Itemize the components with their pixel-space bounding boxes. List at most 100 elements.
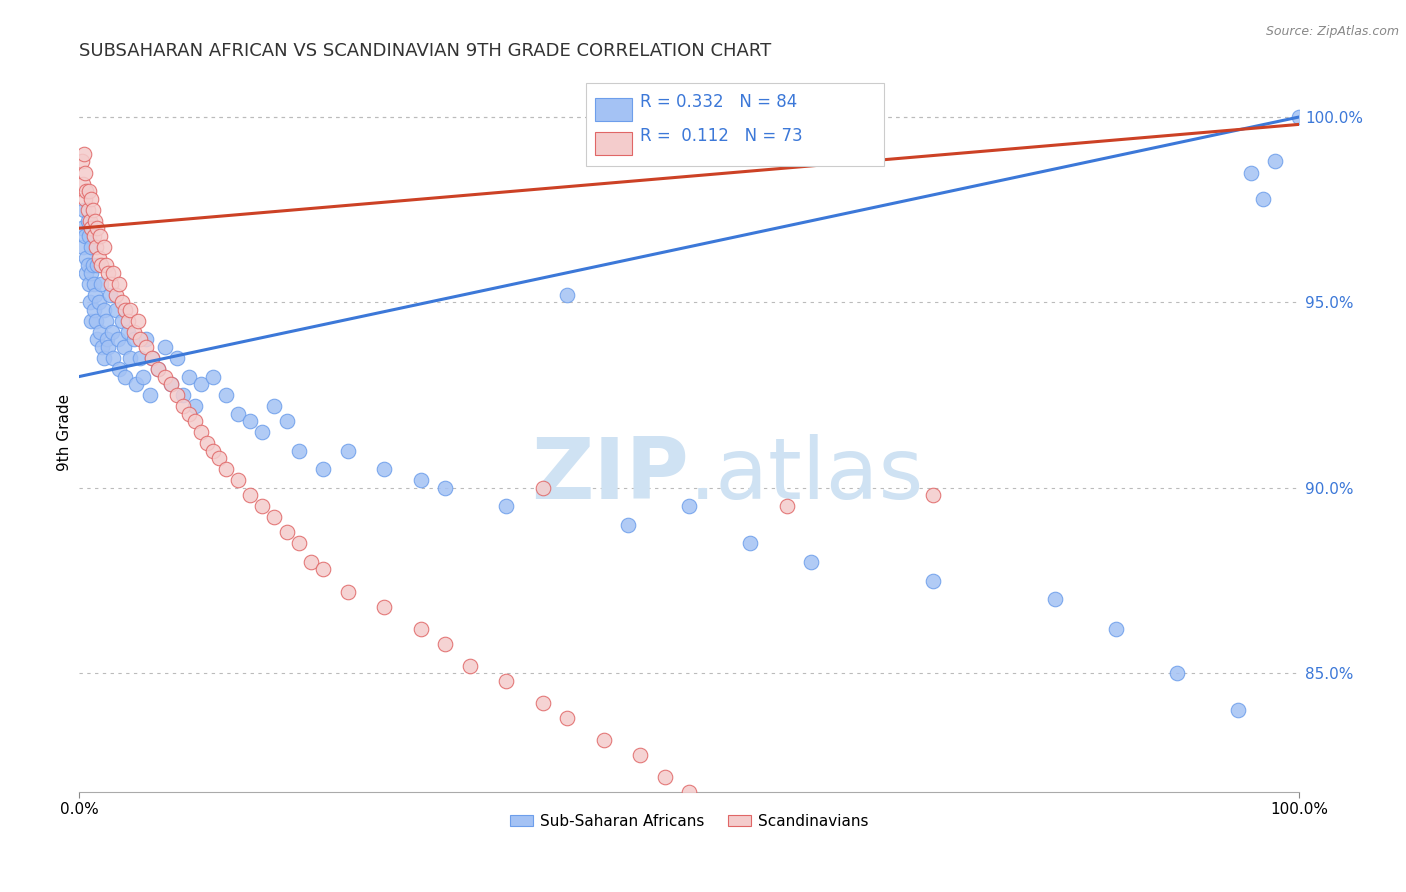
Point	[678, 785, 700, 799]
Point	[114, 369, 136, 384]
FancyBboxPatch shape	[595, 132, 631, 155]
Point	[287, 443, 309, 458]
Point	[83, 302, 105, 317]
Point	[98, 288, 121, 302]
Point	[87, 251, 110, 265]
Point	[117, 314, 139, 328]
Point	[495, 673, 517, 688]
Point	[336, 443, 359, 458]
Point	[83, 228, 105, 243]
Point	[208, 451, 231, 466]
Point	[1251, 192, 1274, 206]
Point	[1239, 165, 1261, 179]
Point	[117, 325, 139, 339]
Point	[148, 362, 170, 376]
Point	[75, 251, 97, 265]
Point	[76, 258, 98, 272]
FancyBboxPatch shape	[595, 97, 631, 120]
Point	[100, 277, 122, 291]
Point	[93, 240, 115, 254]
Point	[184, 414, 207, 428]
Point	[239, 414, 262, 428]
Point	[555, 711, 578, 725]
Point	[89, 228, 111, 243]
Point	[177, 407, 200, 421]
Point	[101, 325, 124, 339]
Point	[70, 154, 93, 169]
Point	[190, 376, 212, 391]
Point	[127, 314, 149, 328]
Point	[202, 369, 225, 384]
Point	[122, 333, 145, 347]
Point	[312, 462, 335, 476]
Point	[1288, 110, 1310, 124]
Point	[776, 822, 799, 836]
Point	[108, 362, 131, 376]
Point	[90, 258, 112, 272]
Point	[141, 351, 163, 365]
Point	[103, 266, 125, 280]
Point	[75, 266, 97, 280]
Point	[84, 214, 107, 228]
Point	[139, 388, 162, 402]
Text: SUBSAHARAN AFRICAN VS SCANDINAVIAN 9TH GRADE CORRELATION CHART: SUBSAHARAN AFRICAN VS SCANDINAVIAN 9TH G…	[79, 42, 772, 60]
Point	[86, 221, 108, 235]
Point	[87, 295, 110, 310]
Point	[82, 202, 104, 217]
Point	[108, 277, 131, 291]
Point	[77, 228, 100, 243]
Point	[97, 266, 120, 280]
Point	[531, 696, 554, 710]
Point	[617, 517, 640, 532]
Point	[312, 562, 335, 576]
Point	[120, 302, 142, 317]
Point	[135, 340, 157, 354]
Point	[80, 240, 103, 254]
Point	[458, 658, 481, 673]
Point	[678, 500, 700, 514]
Point	[75, 165, 97, 179]
Point	[83, 277, 105, 291]
Point	[1105, 622, 1128, 636]
Point	[299, 555, 322, 569]
Point	[214, 388, 236, 402]
Point	[373, 599, 395, 614]
Point	[93, 302, 115, 317]
Point	[111, 314, 134, 328]
Point	[84, 240, 107, 254]
FancyBboxPatch shape	[585, 83, 884, 166]
Point	[824, 844, 846, 858]
Point	[79, 214, 101, 228]
Point	[86, 333, 108, 347]
Point	[166, 351, 188, 365]
Point	[555, 288, 578, 302]
Point	[80, 266, 103, 280]
Point	[190, 425, 212, 440]
Point	[184, 399, 207, 413]
Point	[96, 333, 118, 347]
Point	[226, 407, 249, 421]
Point	[125, 376, 148, 391]
Point	[129, 351, 152, 365]
Point	[226, 474, 249, 488]
Point	[90, 277, 112, 291]
Point	[148, 362, 170, 376]
Point	[114, 302, 136, 317]
Point	[740, 807, 762, 822]
Point	[75, 192, 97, 206]
Point	[86, 258, 108, 272]
Point	[73, 147, 96, 161]
Point	[72, 177, 94, 191]
Point	[135, 333, 157, 347]
Point	[531, 481, 554, 495]
Point	[434, 637, 457, 651]
Point	[628, 747, 651, 762]
Point	[159, 376, 181, 391]
Point	[276, 525, 298, 540]
Text: ZIP: ZIP	[531, 434, 689, 516]
Point	[94, 314, 117, 328]
Point	[91, 340, 114, 354]
Text: Source: ZipAtlas.com: Source: ZipAtlas.com	[1265, 25, 1399, 38]
Point	[263, 399, 285, 413]
Point	[287, 536, 309, 550]
